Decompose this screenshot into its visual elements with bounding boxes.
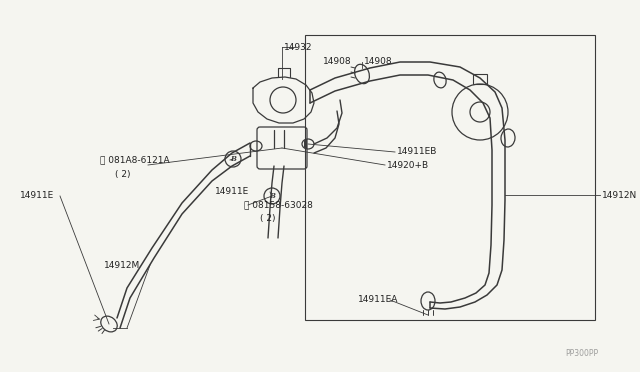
Text: 14911E: 14911E <box>20 192 54 201</box>
Text: 14911EA: 14911EA <box>358 295 398 305</box>
Text: B: B <box>230 155 236 163</box>
Text: ( 2): ( 2) <box>260 215 275 224</box>
Text: ( 2): ( 2) <box>115 170 131 179</box>
Text: Ⓑ 081A8-6121A: Ⓑ 081A8-6121A <box>100 155 170 164</box>
Bar <box>305 35 595 320</box>
Text: 14912M: 14912M <box>104 260 140 269</box>
Text: 14908: 14908 <box>364 58 392 67</box>
Text: PP300PP: PP300PP <box>565 349 598 358</box>
Bar <box>473 74 487 84</box>
Text: Ⓑ 08158-63028: Ⓑ 08158-63028 <box>244 201 313 209</box>
Text: 14912N: 14912N <box>602 190 637 199</box>
Text: 14932: 14932 <box>284 42 312 51</box>
Text: 14911EB: 14911EB <box>397 148 437 157</box>
Text: 14911E: 14911E <box>215 187 249 196</box>
Text: 14908: 14908 <box>323 58 351 67</box>
Text: 14920+B: 14920+B <box>387 160 429 170</box>
Text: B: B <box>269 192 275 200</box>
